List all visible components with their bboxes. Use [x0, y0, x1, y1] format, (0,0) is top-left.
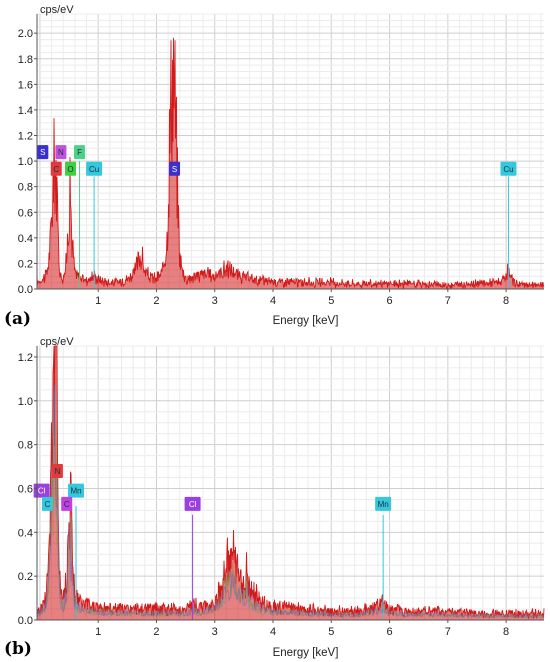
x-tick-label: 5	[328, 626, 334, 638]
x-tick-label: 3	[212, 295, 218, 307]
y-unit-label: cps/eV	[40, 4, 74, 16]
peak-label-text: Cu	[89, 165, 99, 174]
x-tick-label: 1	[95, 626, 101, 638]
peak-label: Mn	[375, 496, 392, 511]
peak-label-box	[61, 496, 73, 511]
panel-letter: (a)	[4, 309, 31, 329]
x-tick-label: 1	[95, 295, 101, 307]
peak-label-box	[375, 496, 392, 511]
chart-panel-a: S N F C O Cu S Cu 0.0 0.2 0.4 0.6 0.8 1.0 1.2 1.4 1.6 1.8…	[4, 4, 545, 329]
plot-area	[37, 346, 544, 620]
y-tick-label: 0.2	[18, 571, 33, 583]
y-tick-label: 0.6	[18, 207, 33, 219]
x-tick-label: 4	[270, 626, 276, 638]
x-tick-label: 7	[445, 295, 451, 307]
y-tick-label: 0.8	[18, 182, 33, 194]
x-tick-label: 4	[270, 295, 276, 307]
y-tick-label: 0.6	[18, 483, 33, 495]
peak-label-text: Mn	[378, 500, 389, 509]
y-tick-label: 1.6	[18, 79, 33, 91]
peak-label-text: F	[77, 148, 82, 157]
peak-label: Cu	[86, 161, 103, 176]
x-tick-label: 7	[445, 626, 451, 638]
peak-label: Mn	[68, 483, 85, 498]
peak-label: Cu	[500, 161, 517, 176]
peak-label-box	[37, 145, 49, 160]
chart-panel-b: NCl MnC C Cl Mn0.00.20.40.60.81.01.21 2 3 4 5 6 7 8…	[4, 336, 545, 659]
peak-label-box	[65, 161, 77, 176]
peak-label-box	[184, 496, 201, 511]
x-tick-label: 3	[212, 626, 218, 638]
peak-label-text: S	[40, 148, 45, 157]
peak-label: Cl	[33, 483, 50, 498]
y-tick-label: 0.4	[18, 527, 33, 539]
peak-label-box	[51, 463, 63, 478]
peak-label-box	[33, 483, 50, 498]
peak-label-box	[500, 161, 517, 176]
peak-label-text: Mn	[70, 487, 81, 496]
y-tick-label: 1.4	[18, 105, 33, 117]
plot-area	[37, 14, 544, 289]
peak-label: C	[61, 496, 73, 511]
x-tick-label: 2	[153, 626, 159, 638]
y-tick-label: 0.4	[18, 233, 33, 245]
peak-label-text: Cl	[189, 500, 197, 509]
peak-label: O	[65, 161, 77, 176]
x-tick-label: 8	[503, 626, 509, 638]
peak-label-box	[86, 161, 103, 176]
spectrum-line	[36, 37, 545, 291]
peak-label-box	[169, 161, 181, 176]
peak-label-text: Cl	[38, 487, 46, 496]
y-tick-label: 1.0	[18, 396, 33, 408]
y-tick-label: 1.8	[18, 54, 33, 66]
y-tick-label: 0.2	[18, 258, 33, 270]
x-tick-label: 8	[503, 295, 509, 307]
x-axis-title: Energy [keV]	[273, 315, 339, 327]
y-tick-label: 1.2	[18, 352, 33, 364]
peak-label: N	[55, 145, 67, 160]
peak-label-text: Cu	[503, 165, 513, 174]
peak-label: C	[41, 496, 53, 511]
panel-letter: (b)	[4, 639, 32, 659]
y-tick-label: 0.0	[18, 615, 33, 627]
peak-label-text: C	[45, 500, 51, 509]
peak-label: S	[169, 161, 181, 176]
y-tick-label: 1.0	[18, 156, 33, 168]
peak-label-box	[41, 496, 53, 511]
peak-label-text: N	[58, 148, 64, 157]
peak-label-box	[55, 145, 67, 160]
peak-label-box	[50, 161, 62, 176]
peak-label: N	[51, 463, 63, 478]
peak-label: F	[74, 145, 86, 160]
x-axis-title: Energy [keV]	[273, 647, 339, 659]
x-tick-label: 5	[328, 295, 334, 307]
peak-label: S	[37, 145, 49, 160]
x-tick-label: 6	[387, 626, 393, 638]
peak-label-text: C	[53, 165, 59, 174]
peak-label-box	[74, 145, 86, 160]
y-unit-label: cps/eV	[40, 336, 74, 348]
y-tick-label: 0.8	[18, 440, 33, 452]
y-tick-label: 0.0	[18, 284, 33, 296]
peak-label: Cl	[184, 496, 201, 511]
peak-label-box	[68, 483, 85, 498]
peak-label-text: O	[67, 165, 73, 174]
y-tick-label: 1.2	[18, 131, 33, 143]
spectrum-line	[36, 345, 545, 619]
peak-label-text: C	[64, 500, 70, 509]
spectrum-trace	[36, 405, 545, 619]
y-tick-label: 2.0	[18, 28, 33, 40]
spectrum-trace	[36, 383, 545, 619]
peak-label: C	[50, 161, 62, 176]
x-tick-label: 6	[387, 295, 393, 307]
peak-label-text: S	[172, 165, 177, 174]
x-tick-label: 2	[153, 295, 159, 307]
grid	[37, 13, 544, 290]
peak-label-text: N	[55, 467, 61, 476]
